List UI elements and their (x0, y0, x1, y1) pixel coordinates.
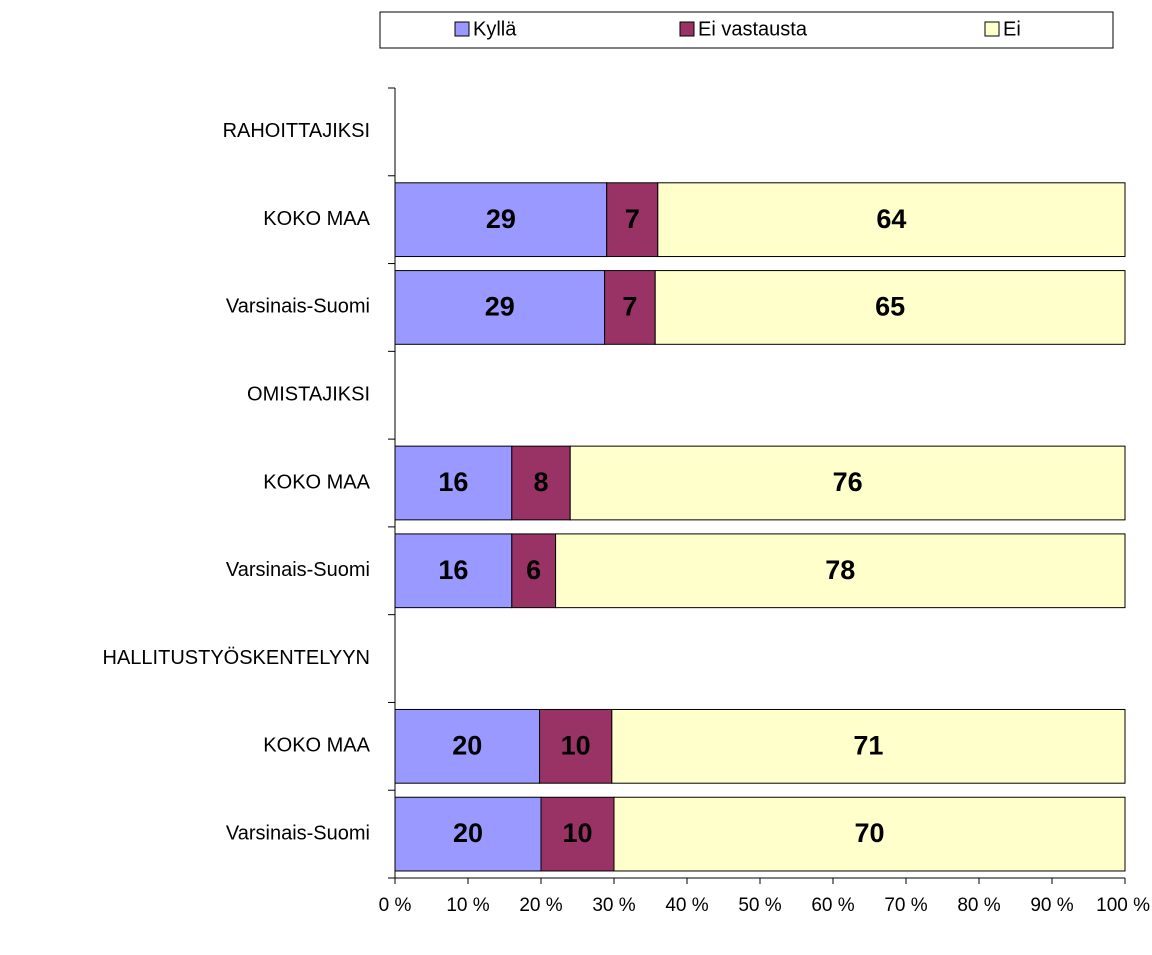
value-label: 10 (561, 730, 591, 760)
bar-segment (394, 533, 513, 609)
category-label: KOKO MAA (263, 471, 370, 493)
value-label: 10 (562, 818, 592, 848)
bar-segment (394, 445, 513, 521)
x-tick-label: 80 % (957, 895, 1000, 916)
category-label: RAHOITTAJIKSI (223, 120, 370, 142)
x-tick-label: 70 % (884, 895, 927, 916)
bar-segment (511, 445, 571, 521)
legend-swatch (984, 21, 1000, 37)
bar-segment (613, 796, 1126, 872)
x-tick-label: 20 % (519, 895, 562, 916)
x-tick-label: 0 % (379, 895, 412, 916)
value-label: 16 (438, 467, 468, 497)
legend-label: Kyllä (473, 18, 517, 40)
value-label: 64 (876, 204, 906, 234)
value-label: 20 (453, 818, 483, 848)
bar-segment (611, 708, 1126, 784)
category-label: Varsinais-Suomi (226, 559, 370, 581)
bar-segment (555, 533, 1126, 609)
bar-segment (654, 270, 1126, 345)
x-tick-label: 50 % (738, 895, 781, 916)
x-tick-label: 40 % (665, 895, 708, 916)
value-label: 20 (452, 730, 482, 760)
bar-segment (394, 182, 608, 258)
bar-segment (394, 270, 606, 345)
category-label: Varsinais-Suomi (226, 822, 370, 844)
value-label: 65 (875, 292, 905, 322)
value-label: 76 (833, 467, 863, 497)
bar-segment (540, 796, 615, 872)
bar-segment (569, 445, 1126, 521)
category-label: OMISTAJIKSI (247, 384, 370, 406)
legend-swatch (679, 21, 695, 37)
value-label: 29 (485, 292, 515, 322)
bar-segment (394, 796, 542, 872)
x-tick-label: 60 % (811, 895, 854, 916)
value-label: 16 (438, 555, 468, 585)
value-label: 6 (526, 555, 541, 585)
bar-segment (657, 182, 1126, 258)
bar-segment (394, 708, 541, 784)
x-tick-label: 90 % (1030, 895, 1073, 916)
x-tick-label: 100 % (1096, 895, 1150, 916)
value-label: 29 (486, 204, 516, 234)
bar-segment (606, 182, 659, 258)
legend-label: Ei (1003, 18, 1021, 40)
x-tick-label: 10 % (446, 895, 489, 916)
category-label: KOKO MAA (263, 208, 370, 230)
legend-label: Ei vastausta (698, 18, 808, 40)
value-label: 8 (533, 467, 548, 497)
value-label: 7 (625, 204, 640, 234)
category-label: KOKO MAA (263, 735, 370, 757)
value-label: 78 (825, 555, 855, 585)
value-label: 70 (854, 818, 884, 848)
legend-swatch (454, 21, 470, 37)
bar-segment (604, 270, 656, 345)
bar-segment (511, 533, 557, 609)
category-label: HALLITUSTYÖSKENTELYYN (103, 647, 370, 669)
category-label: Varsinais-Suomi (226, 296, 370, 318)
value-label: 71 (853, 730, 883, 760)
x-tick-label: 30 % (592, 895, 635, 916)
value-label: 7 (622, 292, 637, 322)
bar-segment (539, 708, 613, 784)
